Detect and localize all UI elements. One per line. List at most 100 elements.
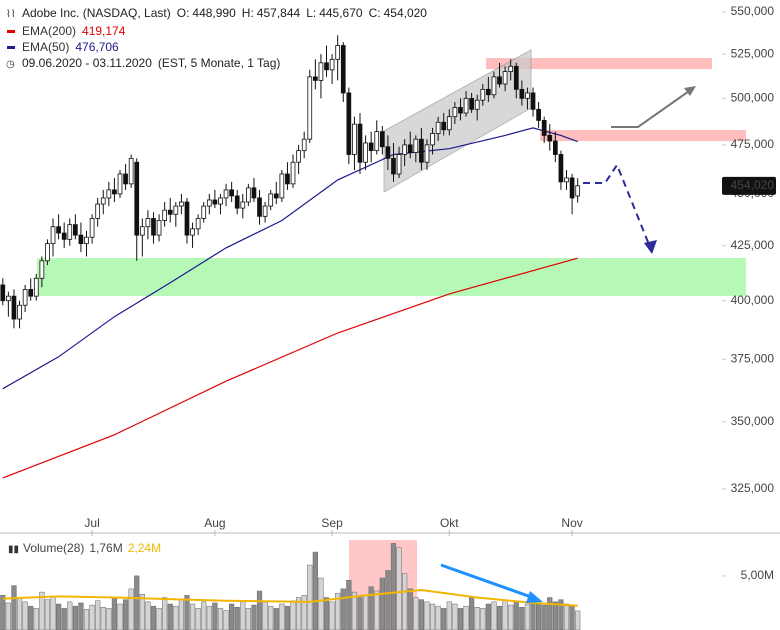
period-note: (EST, 5 Monate, 1 Tag) [157,56,281,70]
volume-bar [485,603,491,630]
candle-body [11,295,17,320]
volume-ma-line [2,588,578,607]
candle-body [117,173,123,195]
volume-legend: ▮▮ Volume(28) 1,76M 2,24M [8,541,162,555]
candle-body [0,284,6,302]
candle-body [33,277,39,297]
volume-y-tick-label: 5,00M [741,568,774,582]
x-tick-label: Aug [204,516,225,530]
scenario-arrow [611,88,693,128]
volume-bar [156,608,162,630]
volume-bar [396,547,402,630]
volume-bar [162,597,168,630]
candle-body [190,228,195,236]
candle-body [6,295,11,302]
volume-bar [429,603,436,630]
candle-body [257,197,262,217]
volume-bar [117,603,123,630]
quote: O: 448,990 H: 457,844 L: 445,670 C: 454,020 [177,6,433,20]
volume-bar [290,600,296,630]
volume-bar [0,595,6,630]
volume-bar [262,601,268,630]
candle-body [575,185,581,197]
candle-body [391,157,396,175]
volume-bar [145,601,151,630]
volume-bar [150,605,157,630]
volume-bar [72,605,78,630]
volume-bar [268,605,274,630]
price-tag [722,176,776,195]
volume-bar [39,591,45,630]
volume-last: 1,76M [89,541,123,555]
candle-body [352,123,357,155]
candle-body [324,62,329,71]
volume-bar [536,602,542,630]
y-tick-label: 400,000 [731,293,775,307]
volume-ma-last: 2,24M [127,541,162,555]
candle-body [212,199,218,205]
volume-bar [95,600,101,630]
volume-bar [508,604,514,630]
volume-bar [128,588,134,630]
volume-bar [307,564,313,630]
candle-body [246,187,251,203]
volume-bar [491,601,497,630]
candle-body [497,76,502,85]
legend-name: EMA(200) [22,24,77,38]
resistance-zone [486,58,712,69]
ema-line [2,127,578,390]
candle-body [279,173,285,199]
candle-body [201,205,207,219]
volume-bar [323,597,330,630]
volume-bar [402,573,408,630]
volume-bar [374,590,380,630]
candle-body [329,58,335,71]
candle-body [139,226,145,236]
period-line: ◷ 09.06.2020 - 03.11.2020 (EST, 5 Monate, … [6,56,281,70]
candle-body [17,304,22,320]
volume-bar [530,599,536,630]
candle-body [89,218,95,238]
candle-body [95,203,101,219]
volume-name: Volume(28) [23,541,85,555]
volume-bar [340,588,346,630]
volume-bar [206,605,212,630]
legend-swatch [7,46,15,50]
volume-bar [469,597,475,630]
volume-bar [563,603,570,630]
resistance-zone [540,130,746,141]
candle-body [374,131,380,152]
candle-body [396,154,402,175]
candle-body [335,45,341,60]
volume-bar [28,605,34,630]
volume-bar [134,575,140,630]
volume-bar [5,602,11,630]
volume-bar [245,608,251,630]
candle-body [569,177,575,199]
volume-bar [318,577,324,630]
volume-bar [329,601,335,630]
candle-body [28,289,34,297]
candle-body [519,88,525,99]
trend-arrow [440,563,535,600]
volume-bar [446,601,452,630]
candle-body [402,144,408,155]
legend-entry: EMA(50) 476,706 [6,39,439,55]
volume-bar [111,597,118,630]
candle-body [513,65,519,90]
period: 09.06.2020 - 03.11.2020 [22,56,152,70]
volume-bar [474,607,480,630]
volume-bar [44,599,51,630]
volume-bar [541,604,547,630]
volume-bar [413,597,419,630]
candle-body [290,161,296,185]
y-tick-label: 375,000 [731,351,775,365]
volume-bar [279,603,285,630]
legend-value: 476,706 [75,40,119,54]
arrow-head [644,240,657,254]
candle-body [184,201,190,236]
volume-bar [463,605,469,630]
scenario-arrow [583,162,651,248]
volume-bar [351,591,358,630]
indicator-legend: EMA(200) 419,174 EMA(50) 476,706 [6,23,439,55]
